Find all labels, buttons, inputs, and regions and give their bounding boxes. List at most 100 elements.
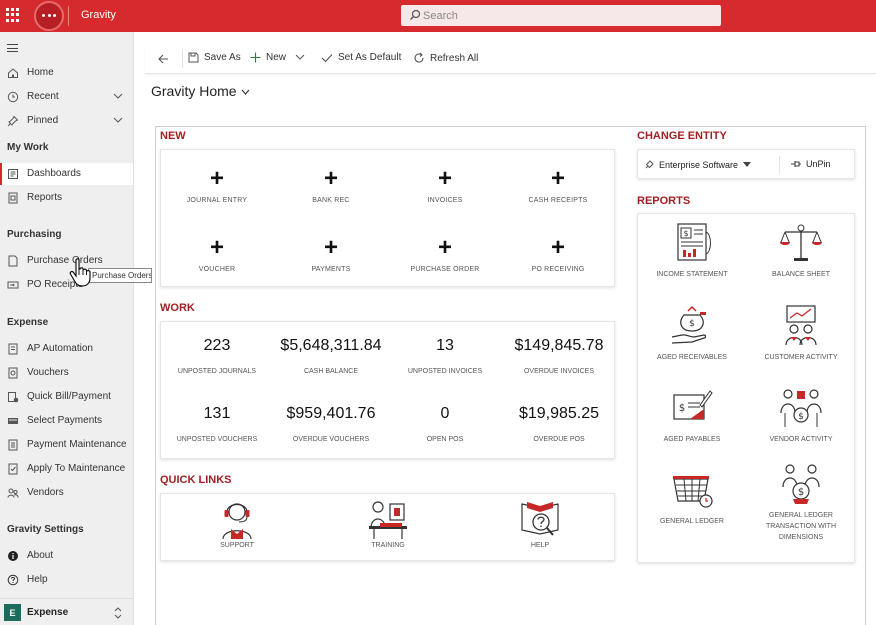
sidebar-item-recent[interactable]: Recent: [0, 86, 133, 108]
report-caption: BALANCE SHEET: [772, 271, 830, 278]
quick-link-help[interactable]: HELP: [485, 498, 595, 549]
sidebar-item-label: PO Receipts: [27, 279, 84, 290]
save-as-button[interactable]: Save As: [188, 52, 241, 63]
kpi-overdue-invoices[interactable]: $149,845.78 OVERDUE INVOICES: [501, 336, 617, 375]
plus-icon: +: [437, 165, 452, 192]
sidebar-item-dashboards[interactable]: Dashboards: [0, 163, 133, 185]
kpi-open-pos[interactable]: 0 OPEN POS: [387, 404, 503, 443]
global-search[interactable]: [401, 5, 721, 26]
new-payments-tile[interactable]: + PAYMENTS: [276, 236, 386, 274]
gravity-logo: [34, 1, 64, 31]
sidebar-item-apply-to-maintenance[interactable]: Apply To Maintenance: [0, 458, 133, 480]
kpi-value: $149,845.78: [514, 337, 604, 354]
report-balance-sheet[interactable]: BALANCE SHEET: [751, 222, 851, 280]
app-launcher-icon[interactable]: [6, 8, 20, 22]
plus-icon: +: [437, 234, 452, 261]
quick-link-support[interactable]: SUPPORT: [182, 498, 292, 549]
kpi-unposted-vouchers[interactable]: 131 UNPOSTED VOUCHERS: [159, 404, 275, 443]
area-switcher[interactable]: E Expense: [0, 598, 133, 625]
purchase-order-icon: [8, 255, 18, 267]
sidebar-item-select-payments[interactable]: Select Payments: [0, 410, 133, 432]
sidebar-item-label: Dashboards: [27, 168, 81, 179]
new-invoices-tile[interactable]: + INVOICES: [390, 165, 500, 205]
caret-down-icon: [743, 162, 752, 167]
tile-caption: PURCHASE ORDER: [410, 266, 480, 273]
report-caption: AGED RECEIVABLES: [657, 354, 727, 361]
sidebar-item-po-receipts[interactable]: PO Receipts: [0, 274, 133, 296]
chevron-down-icon[interactable]: [241, 89, 250, 95]
kpi-cash-balance[interactable]: $5,648,311.84 CASH BALANCE: [273, 336, 389, 375]
receipt-icon: [7, 281, 19, 289]
set-as-default-label: Set As Default: [338, 52, 402, 63]
report-customer-activity[interactable]: CUSTOMER ACTIVITY: [751, 305, 851, 363]
quick-bill-icon: [8, 392, 19, 403]
sidebar-item-ap-automation[interactable]: AP Automation: [0, 338, 133, 360]
kpi-overdue-pos[interactable]: $19,985.25 OVERDUE POS: [501, 404, 617, 443]
new-button[interactable]: New: [250, 52, 310, 63]
report-vendor-activity[interactable]: $ VENDOR ACTIVITY: [751, 387, 851, 445]
sidebar-item-purchase-orders[interactable]: Purchase Orders: [0, 250, 133, 272]
sidebar-item-vouchers[interactable]: Vouchers: [0, 362, 133, 384]
sidebar-item-payment-maintenance[interactable]: Payment Maintenance: [0, 434, 133, 456]
quick-link-training[interactable]: TRAINING: [333, 498, 443, 549]
sidebar-item-home[interactable]: Home: [0, 62, 133, 84]
kpi-label: CASH BALANCE: [303, 368, 359, 375]
tile-caption: VOUCHER: [198, 266, 236, 273]
report-caption: VENDOR ACTIVITY: [769, 436, 833, 443]
unpin-button[interactable]: UnPin: [790, 159, 831, 169]
info-icon: [8, 551, 18, 561]
chevron-updown-icon[interactable]: [113, 606, 123, 620]
sidebar-item-help[interactable]: Help: [0, 569, 133, 591]
back-arrow-icon[interactable]: [157, 53, 169, 65]
reports-card: $ INCOME STATEMENT BALANCE SHEET $ AG: [637, 213, 855, 563]
section-title-change-entity: CHANGE ENTITY: [637, 130, 727, 142]
tile-caption: CASH RECEIPTS: [528, 197, 588, 204]
section-title-new: NEW: [160, 130, 186, 142]
new-po-receiving-tile[interactable]: + PO RECEIVING: [503, 234, 613, 274]
hamburger-menu-icon[interactable]: [7, 44, 18, 52]
kpi-label: OPEN POS: [426, 436, 464, 443]
kpi-value: 0: [440, 405, 450, 422]
quick-link-caption: TRAINING: [371, 542, 405, 549]
report-aged-receivables[interactable]: $ AGED RECEIVABLES: [642, 305, 742, 363]
new-voucher-tile[interactable]: + VOUCHER: [162, 236, 272, 274]
kpi-overdue-vouchers[interactable]: $959,401.76 OVERDUE VOUCHERS: [273, 404, 389, 443]
refresh-all-label: Refresh All: [430, 52, 479, 64]
new-purchase-order-tile[interactable]: + PURCHASE ORDER: [390, 234, 500, 274]
refresh-all-button[interactable]: Refresh All: [413, 52, 478, 64]
chevron-down-icon[interactable]: [113, 116, 123, 124]
new-bank-rec-tile[interactable]: + BANK REC: [276, 165, 386, 205]
dashboard-icon: [8, 169, 18, 179]
app-name[interactable]: Gravity: [81, 9, 116, 21]
report-income-statement[interactable]: $ INCOME STATEMENT: [642, 222, 742, 280]
sidebar-item-reports[interactable]: Reports: [0, 187, 133, 209]
plus-icon: +: [550, 234, 565, 261]
group-label-my-work: My Work: [7, 142, 49, 153]
vendor-activity-icon: $: [780, 389, 822, 427]
tooltip: Purchase Orders: [88, 268, 152, 283]
chevron-down-icon[interactable]: [113, 92, 123, 100]
entity-divider: [779, 156, 780, 174]
command-divider: [182, 50, 183, 68]
sidebar-item-quick-bill[interactable]: Quick Bill/Payment: [0, 386, 133, 408]
save-icon: [188, 52, 199, 63]
report-general-ledger[interactable]: GENERAL LEDGER: [642, 469, 742, 527]
new-journal-entry-tile[interactable]: + JOURNAL ENTRY: [162, 167, 272, 205]
new-cash-receipts-tile[interactable]: + CASH RECEIPTS: [503, 167, 613, 205]
chevron-down-icon[interactable]: [295, 54, 305, 61]
kpi-label: UNPOSTED INVOICES: [407, 368, 483, 375]
sidebar-item-about[interactable]: About: [0, 545, 133, 567]
report-general-ledger-dimensions[interactable]: $ GENERAL LEDGER TRANSACTION WITH DIMENS…: [751, 463, 851, 543]
set-as-default-button[interactable]: Set As Default: [321, 52, 401, 63]
entity-selector[interactable]: Enterprise Software: [644, 159, 755, 170]
report-aged-payables[interactable]: $ AGED PAYABLES: [642, 387, 742, 445]
report-caption: GENERAL LEDGER TRANSACTION WITH DIMENSIO…: [766, 512, 836, 541]
plus-icon: +: [323, 165, 338, 192]
kpi-unposted-invoices[interactable]: 13 UNPOSTED INVOICES: [387, 336, 503, 375]
search-input[interactable]: [423, 6, 703, 25]
sidebar-item-vendors[interactable]: Vendors: [0, 482, 133, 504]
unpin-label: UnPin: [806, 159, 831, 169]
sidebar-item-pinned[interactable]: Pinned: [0, 110, 133, 132]
kpi-unposted-journals[interactable]: 223 UNPOSTED JOURNALS: [159, 336, 275, 375]
page-title[interactable]: Gravity Home: [151, 83, 237, 99]
